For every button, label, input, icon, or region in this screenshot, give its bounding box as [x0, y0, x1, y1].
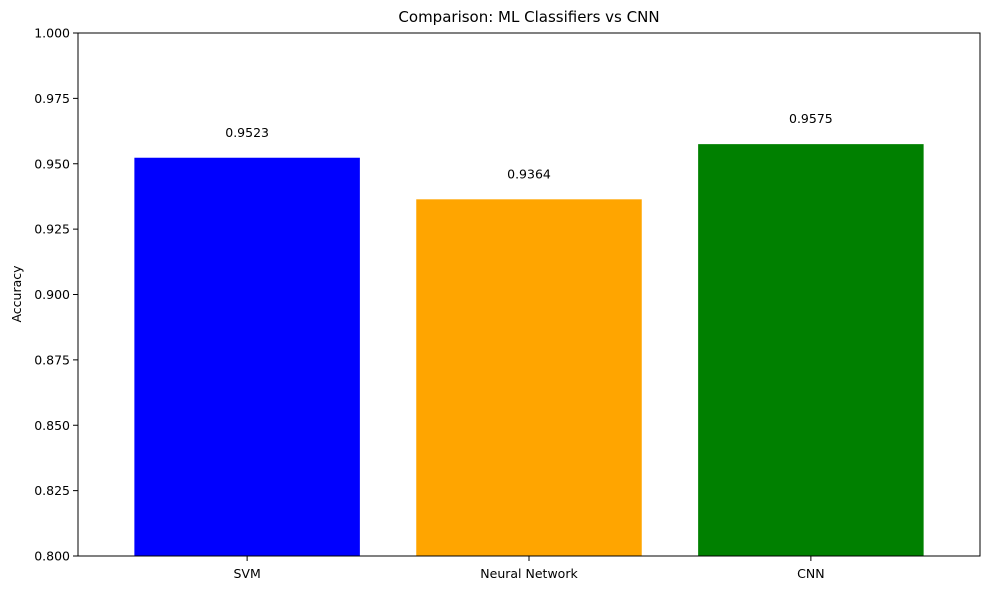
data-label: 0.9364	[507, 166, 551, 181]
y-axis-label: Accuracy	[9, 265, 24, 323]
x-tick-label: Neural Network	[480, 566, 578, 581]
y-tick-label: 0.975	[34, 91, 70, 106]
chart-title: Comparison: ML Classifiers vs CNN	[398, 8, 659, 26]
data-label: 0.9575	[789, 111, 833, 126]
y-tick-label: 0.900	[34, 287, 70, 302]
y-tick-label: 0.950	[34, 156, 70, 171]
y-tick-label: 0.800	[34, 549, 70, 564]
data-labels: 0.9523 0.9364 0.9575	[225, 111, 833, 181]
bar-neural-network	[416, 199, 642, 556]
y-tick-label: 1.000	[34, 26, 70, 41]
bars	[134, 144, 924, 556]
y-axis: 0.800 0.825 0.850 0.875 0.900 0.925 0.950 0.975…	[34, 26, 78, 564]
y-tick-label: 0.825	[34, 483, 70, 498]
y-tick-label: 0.875	[34, 352, 70, 367]
bar-svm	[134, 157, 360, 556]
x-axis: SVM Neural Network CNN	[233, 556, 825, 581]
data-label: 0.9523	[225, 125, 269, 140]
x-tick-label: CNN	[797, 566, 824, 581]
plot-frame	[77, 32, 981, 557]
x-tick-label: SVM	[233, 566, 260, 581]
bar-cnn	[698, 144, 924, 556]
y-tick-label: 0.850	[34, 418, 70, 433]
y-tick-label: 0.925	[34, 222, 70, 237]
